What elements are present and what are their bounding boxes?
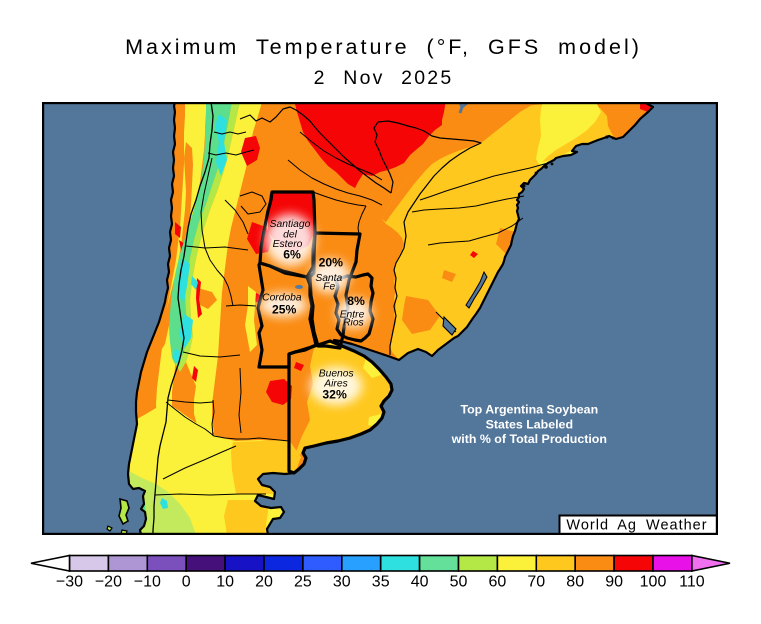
svg-text:8%: 8% xyxy=(347,294,365,308)
svg-text:Rios: Rios xyxy=(343,318,364,329)
svg-text:with % of Total Production: with % of Total Production xyxy=(451,432,607,446)
svg-text:−10: −10 xyxy=(134,574,161,591)
svg-text:30: 30 xyxy=(333,574,351,591)
svg-text:10: 10 xyxy=(216,574,234,591)
svg-text:70: 70 xyxy=(527,574,545,591)
svg-text:Fe: Fe xyxy=(323,281,335,292)
svg-text:Buenos: Buenos xyxy=(319,369,354,380)
svg-text:World Ag Weather: World Ag Weather xyxy=(566,518,707,534)
svg-text:90: 90 xyxy=(605,574,623,591)
svg-text:Estero: Estero xyxy=(273,239,303,250)
svg-text:Top Argentina Soybean: Top Argentina Soybean xyxy=(460,403,598,417)
svg-text:35: 35 xyxy=(372,574,390,591)
svg-text:40: 40 xyxy=(411,574,429,591)
svg-text:Cordoba: Cordoba xyxy=(262,293,302,304)
svg-text:50: 50 xyxy=(450,574,468,591)
svg-text:32%: 32% xyxy=(322,388,347,402)
svg-text:20: 20 xyxy=(255,574,273,591)
svg-text:Entre: Entre xyxy=(340,310,365,321)
svg-text:6%: 6% xyxy=(283,248,301,262)
svg-text:−30: −30 xyxy=(56,574,83,591)
svg-text:25%: 25% xyxy=(272,302,297,316)
svg-text:20%: 20% xyxy=(319,255,344,269)
svg-text:25: 25 xyxy=(294,574,312,591)
svg-text:Aires: Aires xyxy=(323,379,347,390)
svg-text:Santiago: Santiago xyxy=(270,219,311,230)
svg-text:0: 0 xyxy=(182,574,191,591)
svg-text:States Labeled: States Labeled xyxy=(486,417,573,431)
svg-text:Santa: Santa xyxy=(315,273,342,284)
svg-text:80: 80 xyxy=(566,574,584,591)
svg-text:−20: −20 xyxy=(95,574,122,591)
svg-text:100: 100 xyxy=(640,574,667,591)
svg-text:60: 60 xyxy=(489,574,507,591)
svg-text:del: del xyxy=(283,230,297,241)
svg-text:110: 110 xyxy=(679,574,705,591)
